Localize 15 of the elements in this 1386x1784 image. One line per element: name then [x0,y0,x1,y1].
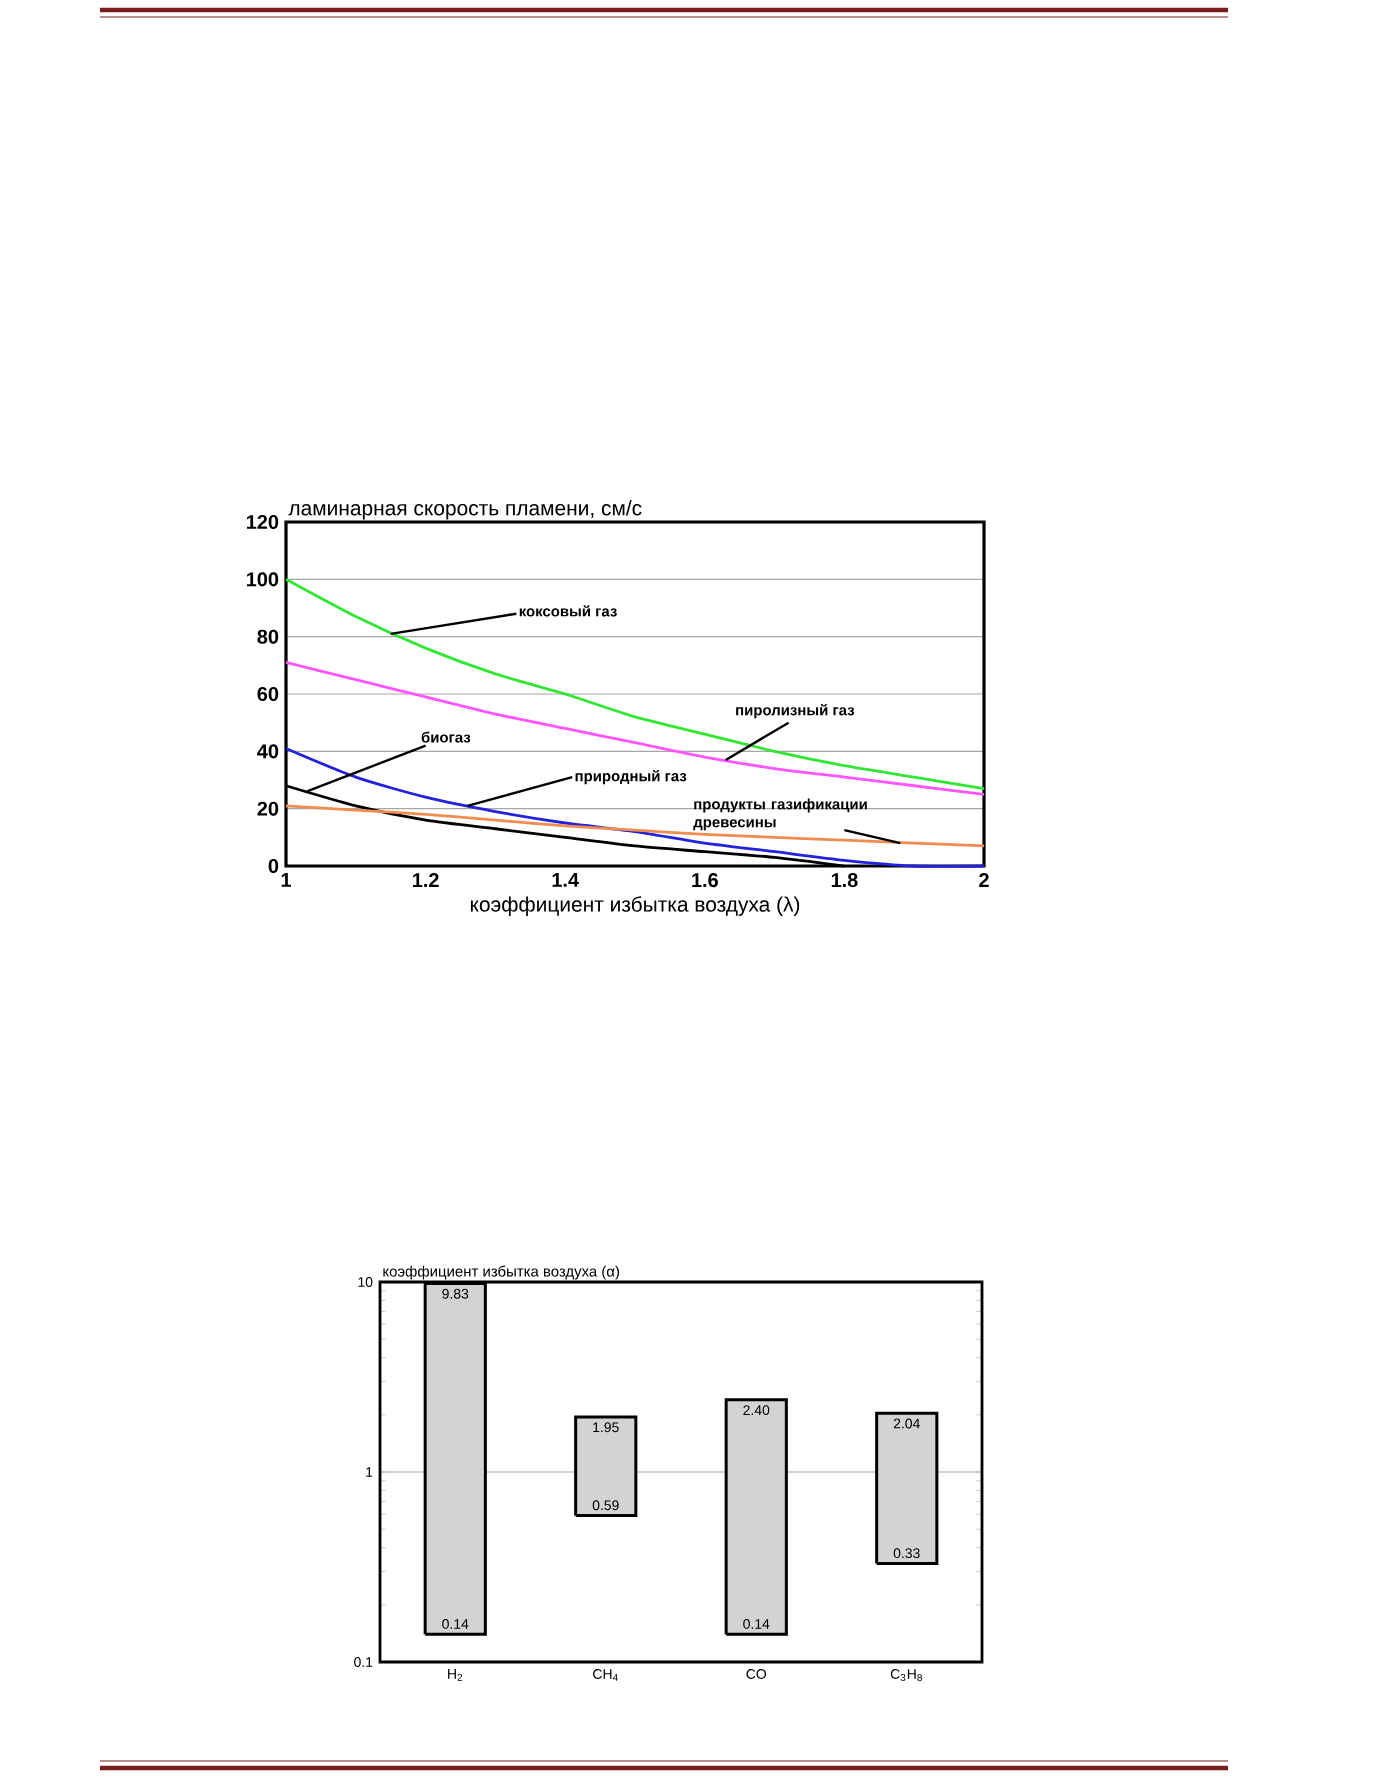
y-tick-label: 40 [257,744,279,759]
x-axis-title: коэффициент избытка воздуха (λ) [470,896,800,916]
y-tick-label: 0 [268,858,279,874]
x-tick-label: 1.8 [831,873,858,888]
y-tick-label: 80 [257,629,279,644]
x-tick-label: 1.2 [413,873,439,887]
x-tick-label: 2 [979,873,989,887]
y-axis-title: ламинарная скорость пламени, см/с [288,500,642,520]
y-tick-label: 60 [257,686,279,702]
y-tick-label: 20 [257,801,279,816]
y-tick-label: 100 [246,572,279,587]
x-tick-label: 1 [281,873,291,887]
y-tick-label: 120 [246,514,279,530]
x-tick-label: 1.6 [692,873,718,888]
x-tick-label: 1.4 [552,873,579,887]
